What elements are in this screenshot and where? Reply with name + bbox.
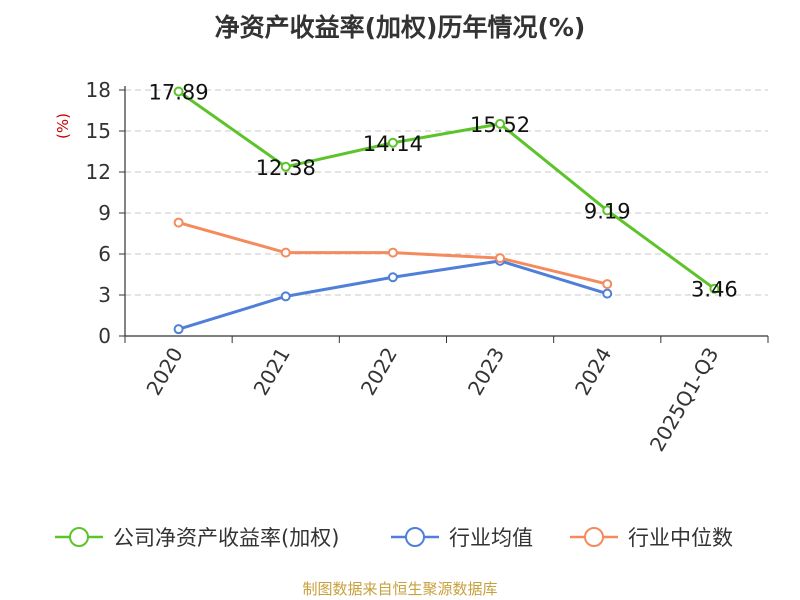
data-point — [173, 324, 184, 335]
data-label: 17.89 — [149, 81, 209, 105]
data-point — [387, 137, 398, 148]
chart-title: 净资产收益率(加权)历年情况(%) — [214, 13, 586, 42]
legend-label: 公司净资产收益率(加权) — [113, 526, 339, 550]
data-point — [173, 86, 184, 97]
source-note: 制图数据来自恒生聚源数据库 — [302, 580, 498, 598]
y-tick-label: 18 — [86, 78, 111, 102]
data-point — [280, 247, 291, 258]
data-point — [173, 217, 184, 228]
data-point — [280, 291, 291, 302]
data-label: 9.19 — [584, 199, 631, 223]
x-tick-label: 2025Q1-Q3 — [645, 343, 724, 455]
data-point — [709, 283, 720, 294]
x-tick-label: 2024 — [570, 343, 616, 399]
data-point — [602, 288, 613, 299]
legend-label: 行业均值 — [449, 526, 533, 550]
data-label: 14.14 — [363, 132, 423, 156]
data-point — [602, 205, 613, 216]
legend-marker — [69, 527, 89, 547]
data-label: 15.52 — [470, 113, 530, 137]
y-tick-label: 15 — [86, 119, 111, 143]
x-tick-label: 2021 — [249, 343, 295, 399]
y-axis-label: (%) — [54, 113, 72, 139]
y-tick-label: 3 — [98, 283, 111, 307]
x-tick-label: 2023 — [463, 343, 509, 399]
data-point — [495, 253, 506, 264]
data-point — [387, 247, 398, 258]
y-tick-label: 12 — [86, 160, 111, 184]
data-label: 3.46 — [691, 278, 738, 302]
y-tick-label: 0 — [98, 324, 111, 348]
series-line-1 — [177, 90, 716, 290]
x-tick-label: 2020 — [141, 343, 187, 399]
legend-label: 行业中位数 — [628, 526, 733, 550]
x-tick-label: 2022 — [356, 343, 402, 399]
data-point — [495, 118, 506, 129]
legend-marker — [405, 527, 425, 547]
data-point — [602, 279, 613, 290]
y-tick-label: 6 — [98, 242, 111, 266]
series-line-2 — [178, 259, 608, 331]
data-label: 12.38 — [256, 156, 316, 180]
data-point — [387, 272, 398, 283]
legend-marker — [584, 527, 604, 547]
y-tick-label: 9 — [98, 201, 111, 225]
data-point — [280, 161, 291, 172]
